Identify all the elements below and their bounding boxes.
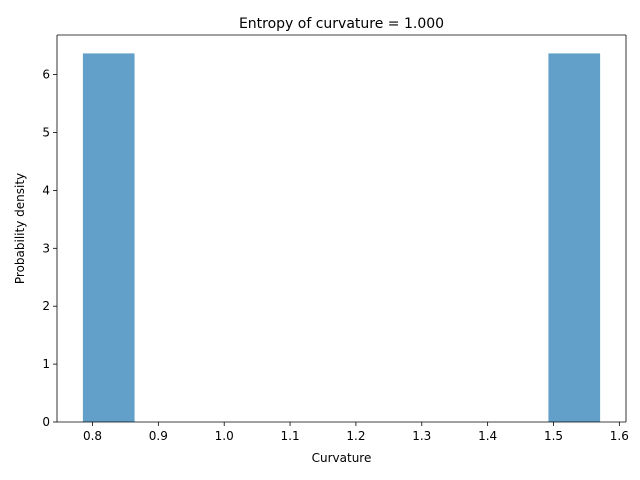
y-tick-label-1: 1 [42, 357, 50, 371]
y-tick-label-0: 0 [42, 415, 50, 429]
histogram-bar-9 [548, 53, 601, 423]
chart-title: Entropy of curvature = 1.000 [239, 16, 444, 32]
x-tick-label-2: 1.0 [215, 429, 234, 443]
y-axis-label: Probability density [13, 173, 27, 284]
x-tick-label-5: 1.3 [412, 429, 431, 443]
y-tick-label-4: 4 [42, 183, 50, 197]
bars-group [82, 53, 601, 423]
y-tick-label-6: 6 [42, 68, 50, 82]
x-tick-label-4: 1.2 [346, 429, 365, 443]
x-tick-label-0: 0.8 [83, 429, 102, 443]
y-tick-label-5: 5 [42, 126, 50, 140]
x-tick-label-8: 1.6 [610, 429, 629, 443]
y-tick-label-3: 3 [42, 241, 50, 255]
x-tick-label-6: 1.4 [478, 429, 497, 443]
x-tick-label-3: 1.1 [281, 429, 300, 443]
axes-group: 0.8 0.9 1.0 1.1 1.2 1.3 1.4 1.5 1.6 0 1 2 3 4 5 6 [42, 34, 629, 443]
histogram-bar-0 [82, 53, 135, 423]
x-axis-label: Curvature [312, 451, 372, 465]
y-tick-label-2: 2 [42, 299, 50, 313]
x-tick-label-7: 1.5 [544, 429, 563, 443]
x-tick-label-1: 0.9 [149, 429, 168, 443]
